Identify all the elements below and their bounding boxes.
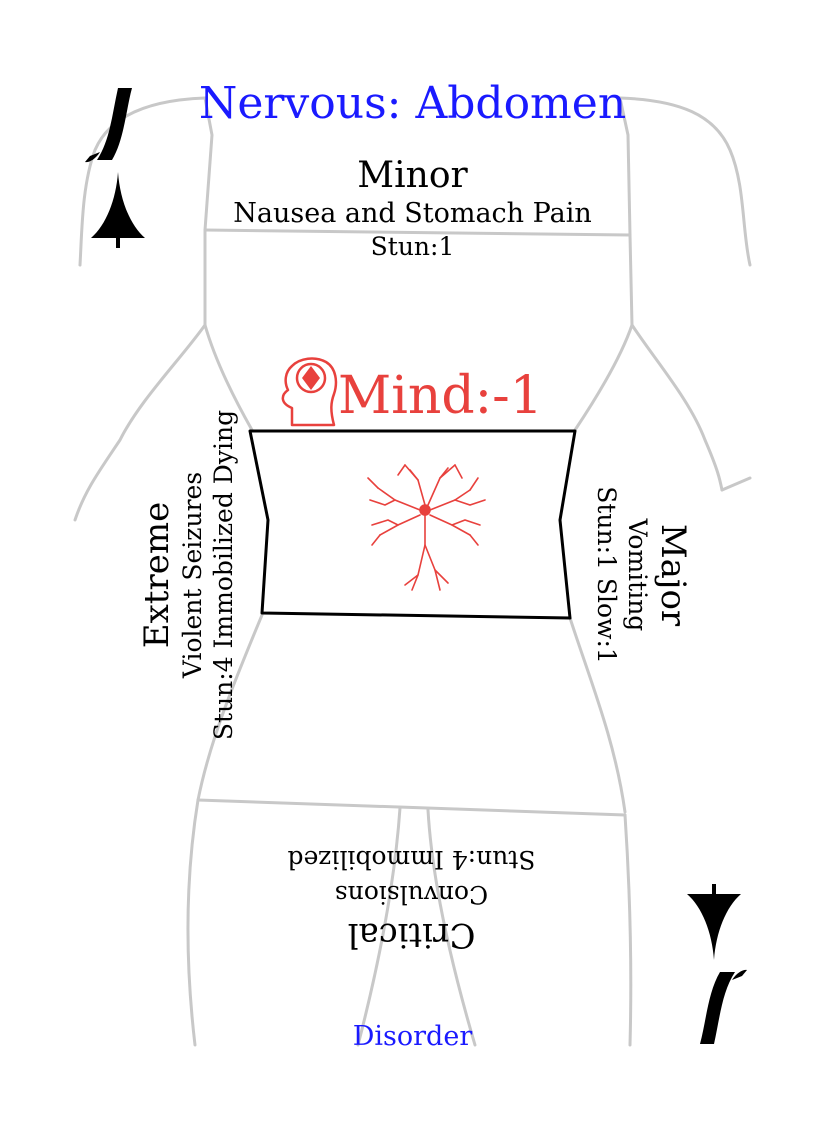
critical-block: Critical Convulsions Stun:4 Immobilized [0,845,824,955]
mind-penalty: Mind:-1 [338,366,543,426]
extreme-block: Extreme Violent Seizures Stun:4 Immobili… [137,295,238,855]
abdomen-region [248,429,577,620]
extreme-stat: Stun:4 Immobilized Dying [209,409,238,741]
card-category: Disorder [352,1021,473,1052]
neuron-icon [367,464,486,591]
major-block: Major Vomiting Stun:1 Slow:1 [592,295,693,855]
head-diamond-icon [281,357,338,427]
major-severity: Major [653,523,693,627]
critical-effect: Convulsions [334,880,489,909]
minor-stat: Stun:1 [370,232,455,261]
sword-icon-bottom [687,884,747,1044]
sword-icon-top [85,88,145,248]
critical-severity: Critical [347,915,476,955]
critical-stat: Stun:4 Immobilized [287,845,536,874]
extreme-severity: Extreme [137,501,177,649]
extreme-effect: Violent Seizures [178,471,207,679]
minor-severity: Minor [357,155,468,196]
major-stat: Stun:1 Slow:1 [592,486,621,664]
card-title: Nervous: Abdomen [198,78,627,129]
minor-block: Minor Nausea and Stomach Pain Stun:1 [0,155,825,261]
minor-effect: Nausea and Stomach Pain [233,198,592,229]
major-effect: Vomiting [623,518,652,632]
